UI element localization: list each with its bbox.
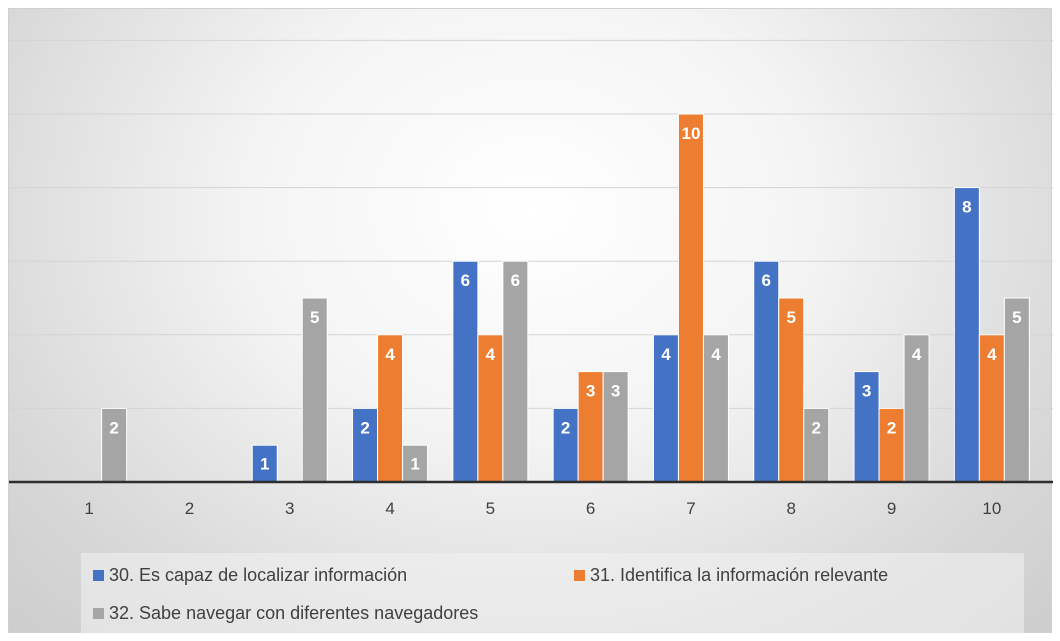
bar-value-label: 4	[661, 345, 671, 364]
legend-swatch	[93, 570, 104, 581]
bar-value-label: 3	[611, 382, 620, 401]
bar-value-label: 10	[681, 124, 700, 143]
bar-value-label: 3	[862, 382, 871, 401]
bar	[978, 334, 1005, 483]
bar-value-label: 1	[410, 455, 419, 474]
bar	[452, 260, 479, 483]
bar	[402, 444, 429, 483]
bar	[502, 260, 529, 483]
bar-value-label: 2	[360, 418, 369, 437]
bars	[101, 113, 1030, 483]
bar	[677, 113, 704, 483]
bar-value-label: 2	[812, 418, 821, 437]
x-tick-label: 5	[486, 499, 495, 518]
x-tick-label: 2	[185, 499, 194, 518]
bar-value-label: 2	[561, 418, 570, 437]
legend-label: 32. Sabe navegar con diferentes navegado…	[109, 603, 479, 623]
bar	[803, 407, 830, 483]
legend-item: 30. Es capaz de localizar información	[93, 565, 407, 586]
bar	[903, 334, 930, 483]
bar	[702, 334, 729, 483]
bar	[753, 260, 780, 483]
bar-value-label: 5	[310, 308, 319, 327]
bar-value-label: 6	[511, 271, 520, 290]
bar-value-label: 6	[461, 271, 470, 290]
bar-value-label: 6	[762, 271, 771, 290]
bar-value-label: 4	[912, 345, 922, 364]
x-tick-label: 9	[887, 499, 896, 518]
x-tick-label: 8	[787, 499, 796, 518]
bar-value-label: 4	[711, 345, 721, 364]
legend-swatch	[574, 570, 585, 581]
bar-value-label: 4	[987, 345, 997, 364]
bar-value-label: 2	[887, 418, 896, 437]
bar	[953, 187, 980, 483]
x-tick-label: 4	[385, 499, 394, 518]
bar	[652, 334, 679, 483]
legend-label: 30. Es capaz de localizar información	[109, 565, 408, 585]
legend: 30. Es capaz de localizar información 31…	[81, 553, 1024, 633]
bar-value-label: 1	[260, 455, 269, 474]
bar	[577, 371, 604, 483]
x-tick-label: 10	[982, 499, 1001, 518]
bar-value-label: 3	[586, 382, 595, 401]
bar	[602, 371, 629, 483]
bar-value-label: 4	[486, 345, 496, 364]
bar	[1003, 297, 1030, 483]
bar	[377, 334, 404, 483]
legend-item: 32. Sabe navegar con diferentes navegado…	[93, 603, 478, 624]
legend-swatch	[93, 608, 104, 619]
x-axis-tick-labels: 1 2 3 4 5 6 7 8 9 10	[84, 499, 1001, 518]
x-tick-label: 6	[586, 499, 595, 518]
bar-value-label: 8	[962, 198, 971, 217]
bar	[778, 297, 805, 483]
x-tick-label: 1	[84, 499, 93, 518]
bar	[477, 334, 504, 483]
legend-label: 31. Identifica la información relevante	[590, 565, 889, 585]
bar-value-label: 2	[109, 418, 118, 437]
legend-item: 31. Identifica la información relevante	[574, 565, 888, 586]
bar-value-label: 4	[385, 345, 395, 364]
x-tick-label: 7	[686, 499, 695, 518]
bar	[301, 297, 328, 483]
bar-value-label: 5	[787, 308, 796, 327]
gridlines	[9, 39, 1053, 409]
x-tick-label: 3	[285, 499, 294, 518]
bar-value-label: 5	[1012, 308, 1021, 327]
bar	[552, 407, 579, 483]
chart-area: 2 1 5 2 4 1 6 4 6 2 3 3 4 10 4 6 5 2 3 2 4 8 4 5 1 2 3 4 5 6 7 8 9 10 30…	[8, 8, 1053, 633]
bar	[251, 444, 278, 483]
